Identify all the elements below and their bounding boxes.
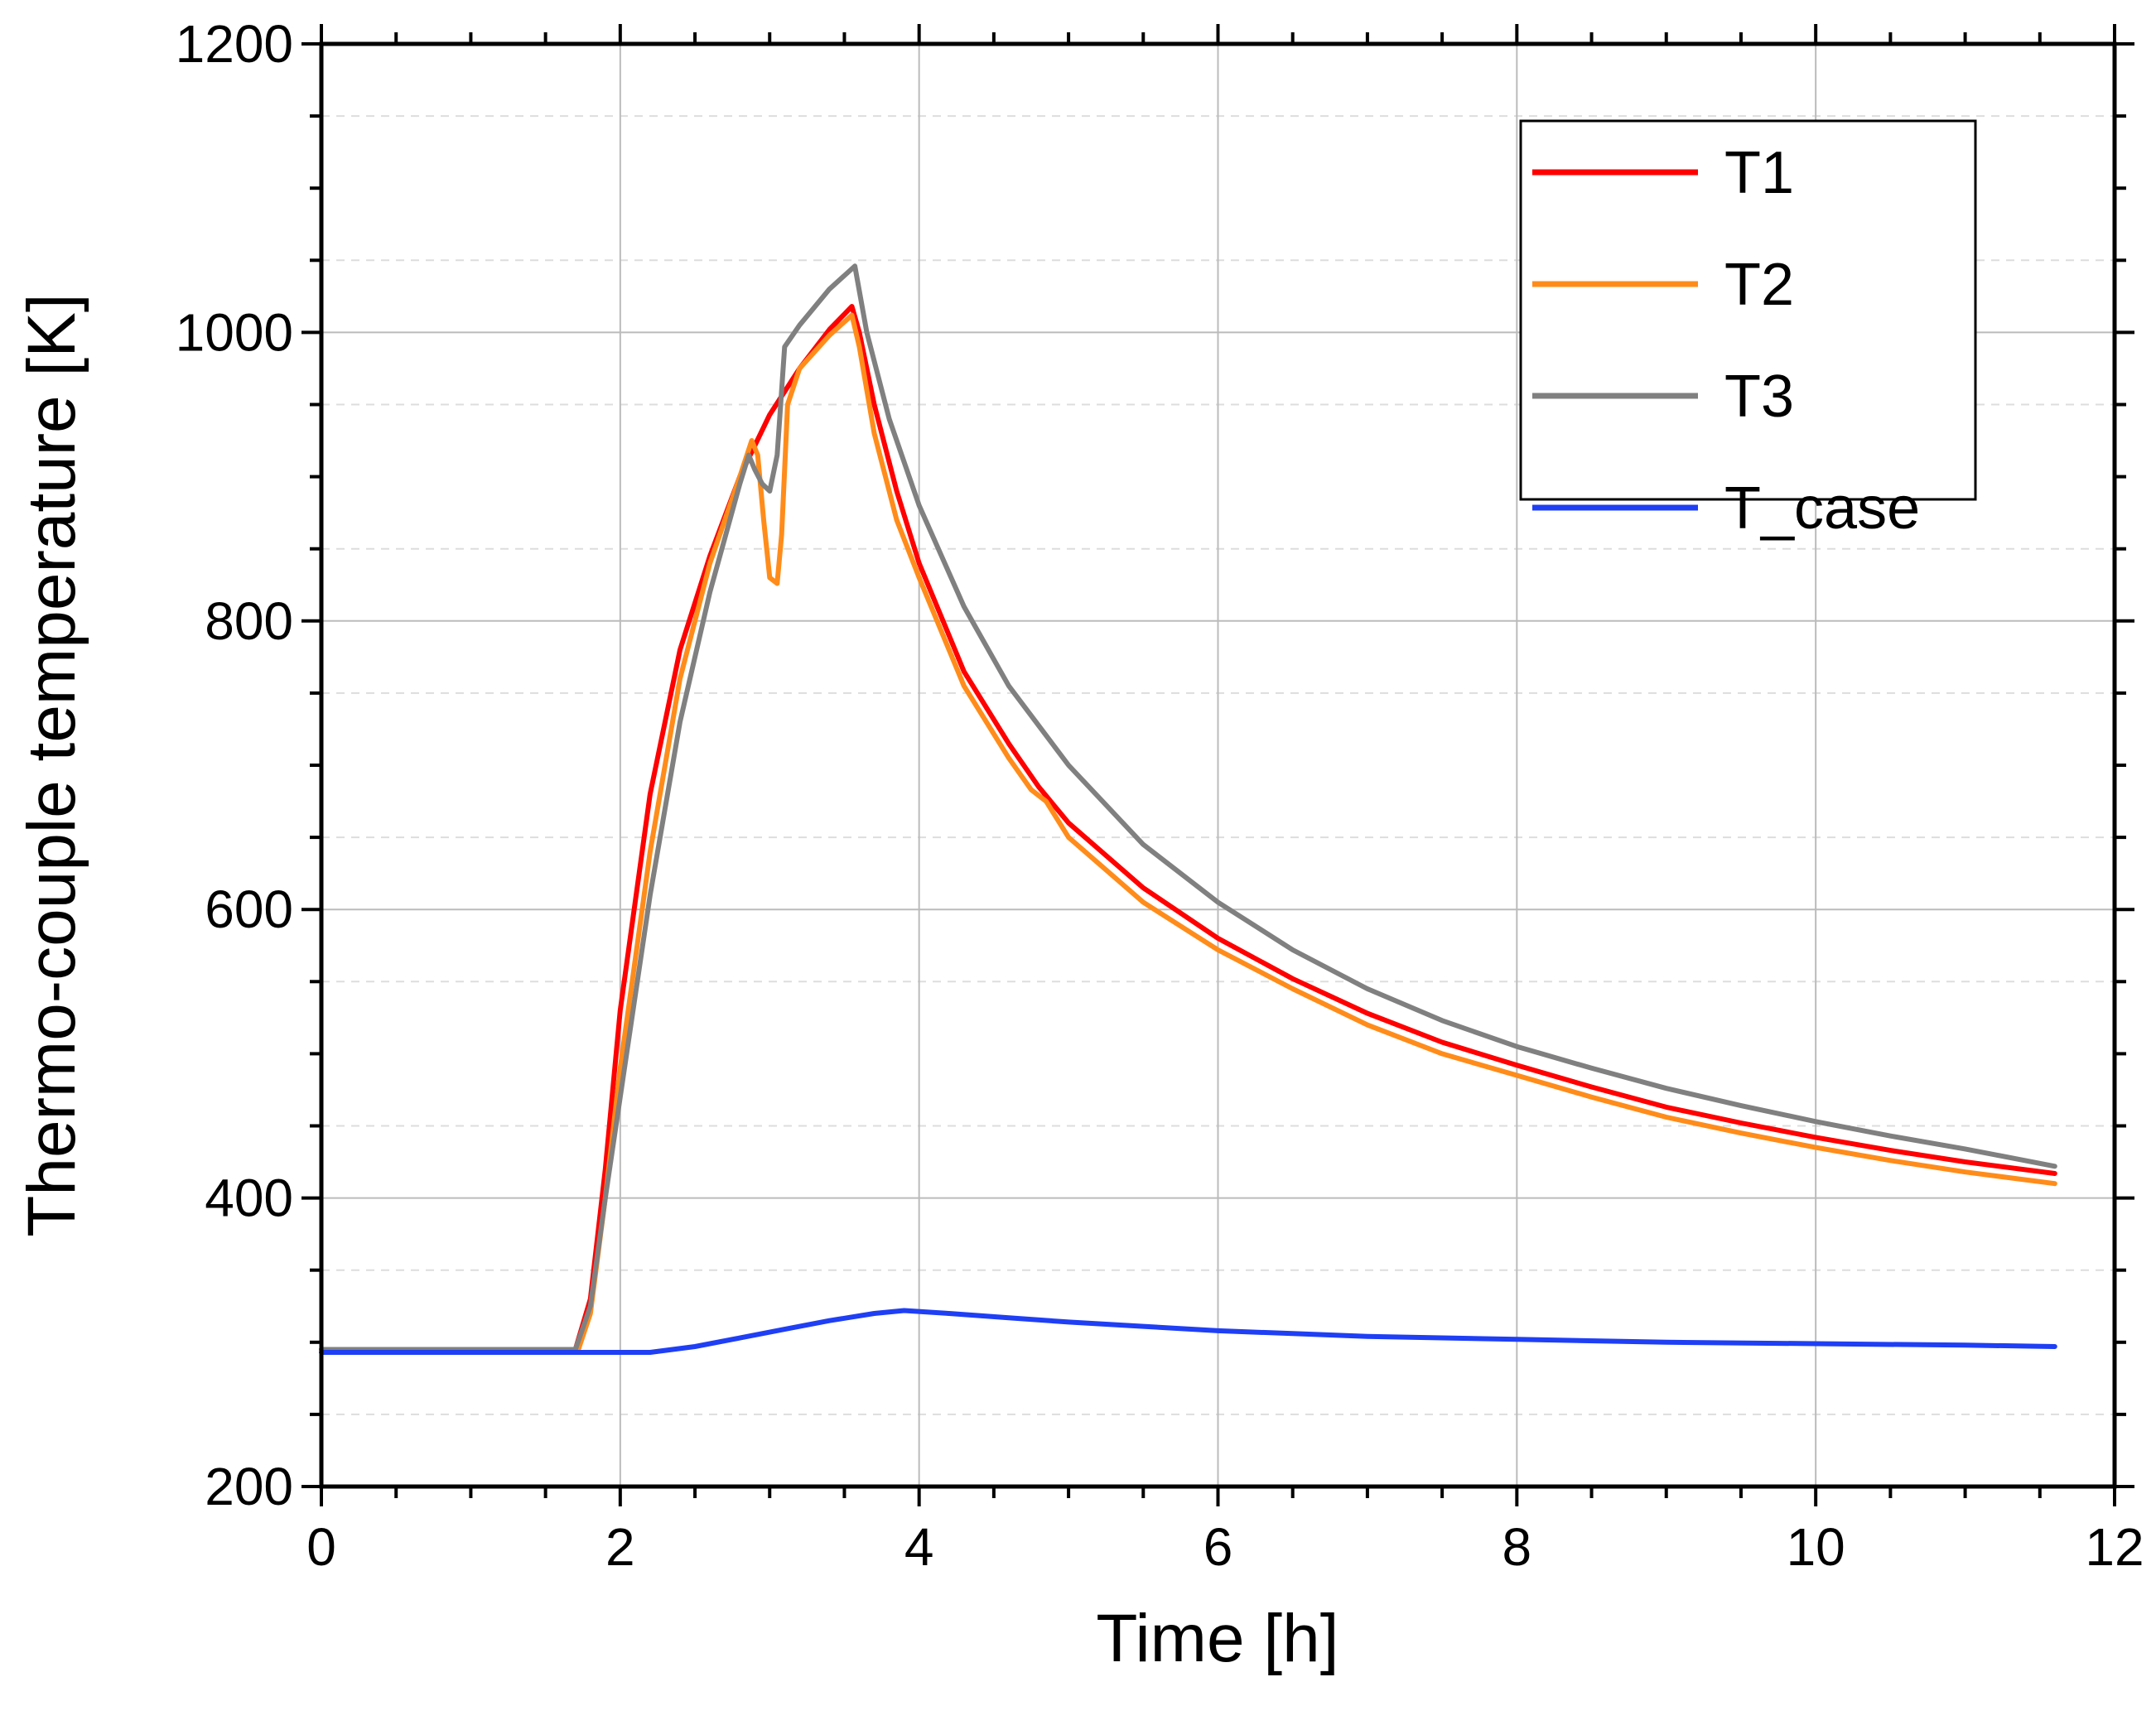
ticks: 0 2 4 6 8 10 12 200 400 600 800 1000 1200: [176, 14, 2144, 1577]
series-line-t1: [319, 304, 2057, 1352]
legend-label-t3: T3: [1724, 364, 1794, 430]
legend: T1 T2 T3 T_case: [1519, 119, 1977, 542]
y-axis-title: Thermo-couple temperature [K]: [14, 293, 89, 1236]
x-tick-label: 2: [605, 1517, 635, 1577]
y-tick-label: 400: [205, 1169, 293, 1228]
legend-label-t_case: T_case: [1724, 475, 1920, 542]
legend-label-t2: T2: [1724, 252, 1794, 318]
x-axis-title: Time [h]: [1096, 1601, 1338, 1676]
grid: [321, 44, 2115, 1487]
x-tick-label: 10: [1787, 1517, 1845, 1577]
series-group: [319, 263, 2057, 1355]
series-line-t3: [319, 263, 2057, 1352]
x-tick-label: 12: [2085, 1517, 2144, 1577]
legend-box: [1519, 119, 1977, 501]
legend-label-t1: T1: [1724, 140, 1794, 206]
x-tick-label: 8: [1502, 1517, 1532, 1577]
y-tick-label: 200: [205, 1457, 293, 1516]
series-line-t2: [319, 312, 2057, 1352]
x-tick-label: 0: [306, 1517, 336, 1577]
series-line-t_case: [319, 1308, 2057, 1355]
x-tick-label: 4: [904, 1517, 934, 1577]
y-tick-label: 600: [205, 879, 293, 939]
y-tick-label: 1000: [176, 302, 293, 362]
x-tick-label: 6: [1203, 1517, 1233, 1577]
y-tick-label: 800: [205, 591, 293, 651]
y-tick-label: 1200: [176, 14, 293, 74]
